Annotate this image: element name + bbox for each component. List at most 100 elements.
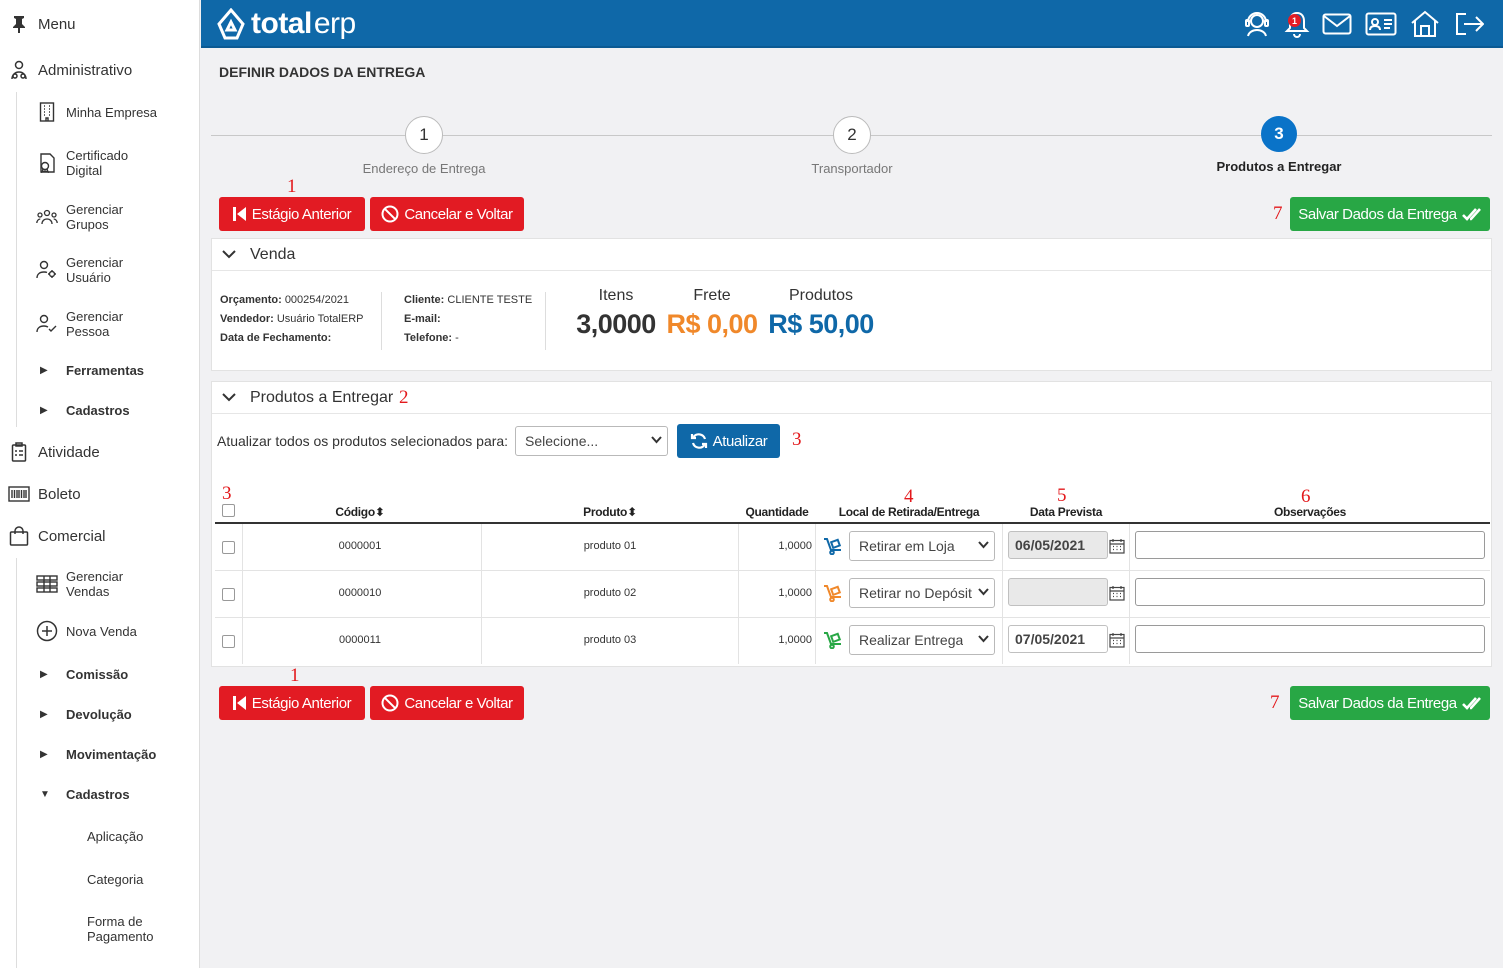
sidebar-label-pessoa: Gerenciar Pessoa (66, 309, 124, 339)
step-3-circle[interactable]: 3 (1261, 116, 1297, 152)
calendar-icon[interactable] (1109, 538, 1125, 554)
row-2-local-select[interactable]: Retirar no Depósito (849, 578, 995, 608)
sidebar-item-minha-empresa[interactable]: Minha Empresa (36, 101, 157, 123)
sidebar-group-cadastros-admin[interactable]: ▶ Cadastros (40, 403, 130, 418)
column-header-produto[interactable]: Produto⬍ (550, 505, 670, 519)
logout-icon[interactable] (1453, 8, 1485, 40)
column-header-obs: Observações (1273, 505, 1347, 519)
sidebar-group-movimentacao[interactable]: ▶ Movimentação (40, 747, 156, 762)
annotation-7-bottom: 7 (1270, 692, 1280, 713)
cancel-button[interactable]: Cancelar e Voltar (370, 197, 524, 231)
brand-logo[interactable]: total erp (217, 6, 356, 42)
caret-right-icon: ▶ (40, 749, 48, 760)
row-3-quantidade: 1,0000 (778, 634, 812, 646)
sidebar-item-categoria[interactable]: Categoria (87, 872, 144, 887)
venda-panel-header[interactable]: Venda (212, 239, 1491, 271)
sidebar-tree-line (16, 92, 17, 427)
stat-itens-value: 3,0000 (576, 309, 656, 339)
sidebar-item-pessoa[interactable]: Gerenciar Pessoa (36, 309, 123, 339)
annotation-6: 6 (1301, 486, 1311, 507)
previous-stage-button[interactable]: Estágio Anterior (219, 197, 365, 231)
step-2-label: Transportador (811, 161, 893, 176)
row-2-codigo: 0000010 (338, 587, 382, 599)
dolly-icon (824, 585, 842, 602)
save-delivery-button[interactable]: Salvar Dados da Entrega (1290, 197, 1490, 231)
sidebar-menu-toggle[interactable]: Menu (8, 13, 76, 35)
skip-back-icon (232, 696, 247, 710)
sidebar-label-cadastros-admin: Cadastros (66, 403, 130, 418)
sidebar-item-forma-pagamento[interactable]: Forma de Pagamento (87, 914, 154, 944)
row-3-obs-input[interactable] (1135, 625, 1485, 653)
sidebar-group-cadastros-comercial[interactable]: ▼ Cadastros (40, 787, 130, 802)
sidebar-item-certificado[interactable]: Certificado Digital (36, 148, 128, 178)
row-2-checkbox[interactable] (222, 588, 235, 601)
save-delivery-label: Salvar Dados da Entrega (1298, 205, 1457, 223)
telefone-value: - (455, 332, 459, 344)
row-2-obs-input[interactable] (1135, 578, 1485, 606)
row-1-date-value: 06/05/2021 (1015, 537, 1086, 553)
orcamento-value: 000254/2021 (284, 294, 350, 306)
previous-stage-button-bottom[interactable]: Estágio Anterior (219, 686, 365, 720)
group-icon (36, 206, 58, 228)
bell-icon[interactable]: 1 (1281, 8, 1313, 40)
step-2-circle[interactable]: 2 (833, 116, 871, 154)
sidebar-item-usuario[interactable]: Gerenciar Usuário (36, 255, 123, 285)
row-3-local-value: Realizar Entrega (859, 632, 964, 648)
column-divider (1129, 524, 1130, 664)
calendar-icon[interactable] (1109, 585, 1125, 601)
ban-icon (381, 205, 399, 223)
bulk-update-select[interactable]: Selecione... (515, 426, 668, 456)
sidebar-item-atividade[interactable]: Atividade (8, 441, 100, 463)
update-button[interactable]: Atualizar (677, 424, 780, 458)
save-delivery-button-bottom[interactable]: Salvar Dados da Entrega (1290, 686, 1490, 720)
column-header-codigo[interactable]: Código⬍ (300, 505, 420, 519)
sidebar-group-ferramentas[interactable]: ▶ Ferramentas (40, 363, 144, 378)
select-all-checkbox[interactable] (222, 504, 235, 517)
row-1-checkbox[interactable] (222, 541, 235, 554)
sort-icon: ⬍ (627, 505, 637, 519)
sidebar-item-comercial[interactable]: Comercial (8, 525, 106, 547)
row-1-local-select[interactable]: Retirar em Loja (849, 531, 995, 561)
id-card-icon[interactable] (1365, 8, 1397, 40)
home-icon[interactable] (1409, 8, 1441, 40)
calendar-icon[interactable] (1109, 632, 1125, 648)
row-3-local-select[interactable]: Realizar Entrega (849, 625, 995, 655)
row-2-quantidade: 1,0000 (778, 587, 812, 599)
stat-produtos-value: R$ 50,00 (768, 309, 874, 339)
step-1-circle[interactable]: 1 (405, 116, 443, 154)
sidebar-item-gerenciar-vendas[interactable]: Gerenciar Vendas (36, 569, 123, 599)
sidebar-group-comissao[interactable]: ▶ Comissão (40, 667, 128, 682)
produtos-panel: Produtos a Entregar (211, 381, 1492, 667)
sidebar-group-devolucao[interactable]: ▶ Devolução (40, 707, 132, 722)
sidebar-item-grupos[interactable]: Gerenciar Grupos (36, 202, 123, 232)
sidebar-label-certificado: Certificado Digital (66, 148, 129, 178)
cancel-button-bottom[interactable]: Cancelar e Voltar (370, 686, 524, 720)
annotation-3-select: 3 (222, 483, 232, 504)
dolly-icon (824, 538, 842, 555)
stat-itens-label: Itens (598, 287, 634, 304)
sidebar-item-nova-venda[interactable]: Nova Venda (36, 620, 137, 642)
sidebar-label-minha-empresa: Minha Empresa (66, 104, 158, 120)
sidebar-item-boleto[interactable]: Boleto (8, 483, 81, 505)
row-1-date-input[interactable]: 06/05/2021 (1008, 531, 1108, 559)
bulk-update-select-value: Selecione... (525, 433, 599, 449)
sidebar-item-aplicacao[interactable]: Aplicação (87, 829, 144, 844)
column-divider (481, 524, 482, 664)
stat-produtos-label: Produtos (788, 287, 854, 304)
row-2-date-input[interactable] (1008, 578, 1108, 606)
plus-circle-icon (36, 620, 58, 642)
sidebar-item-administrativo[interactable]: Administrativo (8, 59, 132, 81)
annotation-3-update: 3 (792, 429, 802, 450)
caret-down-icon: ▼ (40, 789, 50, 800)
caret-right-icon: ▶ (40, 405, 48, 416)
row-3-date-input[interactable]: 07/05/2021 (1008, 625, 1108, 653)
column-divider (242, 524, 243, 664)
row-1-obs-input[interactable] (1135, 531, 1485, 559)
row-3-checkbox[interactable] (222, 635, 235, 648)
vendedor-label: Vendedor: (220, 313, 274, 325)
produtos-panel-header[interactable]: Produtos a Entregar (212, 382, 1491, 414)
double-check-icon (1461, 205, 1482, 223)
support-icon[interactable] (1241, 8, 1273, 40)
cliente-label: Cliente: (404, 294, 445, 306)
mail-icon[interactable] (1321, 8, 1353, 40)
